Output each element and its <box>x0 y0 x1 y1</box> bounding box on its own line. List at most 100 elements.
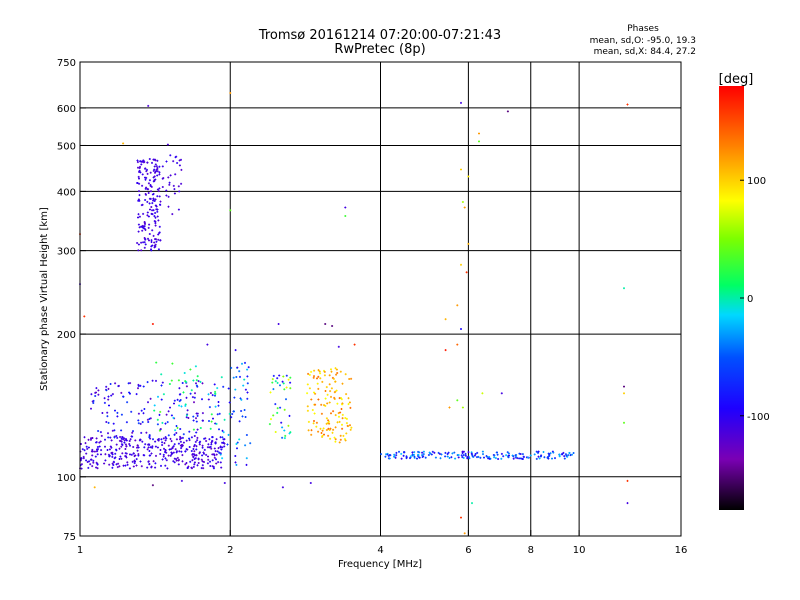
data-point <box>444 318 447 321</box>
data-point <box>167 454 170 457</box>
data-point <box>189 460 192 463</box>
data-point <box>283 408 286 411</box>
data-point <box>500 392 503 395</box>
data-point <box>395 454 398 457</box>
data-point <box>272 374 275 377</box>
data-point <box>339 411 342 414</box>
data-point <box>461 452 464 454</box>
data-point <box>453 451 456 454</box>
data-point <box>122 464 125 467</box>
data-point <box>330 370 333 373</box>
data-point <box>178 404 181 407</box>
data-point <box>89 458 92 461</box>
data-point <box>234 461 237 464</box>
data-point <box>196 375 199 378</box>
data-point <box>165 413 168 416</box>
data-point <box>227 387 230 390</box>
data-point <box>156 167 159 169</box>
data-point <box>128 443 131 445</box>
data-point <box>289 431 292 434</box>
data-point <box>194 457 197 460</box>
data-point <box>139 422 142 425</box>
data-point <box>174 448 177 451</box>
data-point <box>192 415 195 418</box>
data-point <box>221 457 224 460</box>
data-point <box>90 393 93 396</box>
data-point <box>137 166 139 169</box>
data-point <box>244 361 246 364</box>
data-point <box>208 438 211 441</box>
data-point <box>192 379 195 382</box>
data-point <box>308 387 311 390</box>
data-point <box>134 439 137 442</box>
data-point <box>156 188 159 191</box>
data-point <box>153 215 156 218</box>
data-point <box>181 460 184 463</box>
data-point <box>150 239 153 242</box>
data-point <box>331 431 334 434</box>
data-point <box>322 427 325 430</box>
data-point <box>185 385 188 388</box>
data-point <box>282 382 285 385</box>
data-point <box>312 422 315 425</box>
data-point <box>279 406 282 409</box>
data-point <box>421 451 424 454</box>
data-point <box>136 446 138 449</box>
data-point <box>512 455 515 458</box>
data-point <box>479 456 482 459</box>
data-point <box>193 401 195 404</box>
data-point <box>221 446 224 449</box>
data-point <box>175 155 178 158</box>
data-point <box>192 448 195 450</box>
data-point <box>421 454 424 457</box>
data-point <box>331 325 334 327</box>
data-point <box>163 442 166 445</box>
data-point <box>111 466 114 469</box>
data-point <box>289 376 292 379</box>
data-point <box>413 453 415 456</box>
data-point <box>132 430 134 433</box>
data-point <box>193 445 196 448</box>
data-point <box>460 454 463 457</box>
data-point <box>178 164 181 167</box>
data-point <box>323 374 326 377</box>
data-point <box>189 392 192 395</box>
data-point <box>348 401 351 404</box>
data-point <box>165 451 168 454</box>
data-point <box>85 459 88 462</box>
data-point <box>123 437 126 440</box>
data-point <box>105 389 108 392</box>
data-point <box>409 455 412 458</box>
data-point <box>158 173 161 176</box>
data-point <box>105 385 108 388</box>
data-point <box>195 454 198 457</box>
data-point <box>178 400 181 403</box>
x-tick-label: 16 <box>675 545 688 556</box>
data-point <box>149 437 152 440</box>
data-point <box>88 460 91 463</box>
data-point <box>623 385 625 388</box>
y-tick-label: 400 <box>57 187 76 198</box>
data-point <box>136 159 139 162</box>
data-point <box>87 438 90 441</box>
data-point <box>95 391 97 394</box>
data-point <box>175 458 178 461</box>
data-point <box>154 224 157 227</box>
data-point <box>135 464 138 467</box>
data-point <box>214 450 217 453</box>
data-point <box>146 418 149 421</box>
data-point <box>421 456 424 458</box>
data-point <box>195 382 197 385</box>
data-point <box>138 199 141 202</box>
data-point <box>162 177 165 180</box>
data-point <box>115 463 118 466</box>
data-point <box>438 452 441 455</box>
data-point <box>245 457 248 460</box>
data-point <box>178 190 181 193</box>
data-point <box>331 376 334 379</box>
data-point <box>146 214 149 217</box>
y-tick-label: 300 <box>57 247 76 258</box>
data-point <box>276 411 279 414</box>
data-point <box>334 390 337 393</box>
data-point <box>285 386 288 389</box>
